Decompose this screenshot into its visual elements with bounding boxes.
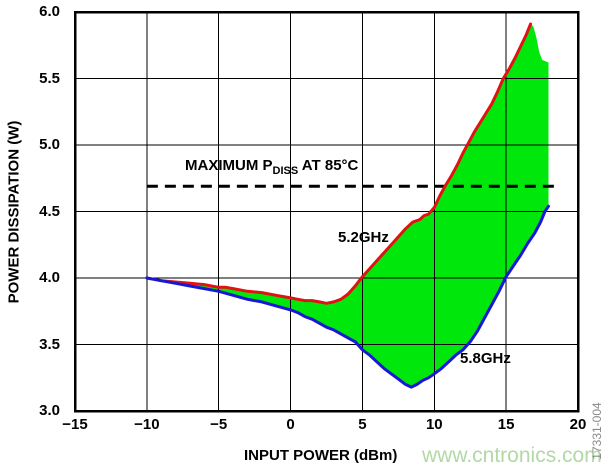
x-tick-label: −15 — [62, 416, 88, 433]
series-label-5.8ghz: 5.8GHz — [460, 350, 511, 367]
y-tick-label: 5.0 — [39, 136, 60, 153]
fill-between-curves — [146, 24, 549, 388]
watermark-text: www.cntronics.com — [422, 444, 602, 467]
max-pdiss-annotation-subscript: DISS — [272, 165, 299, 177]
series-line-5.2GHz — [145, 22, 533, 305]
x-tick-label: 5 — [358, 416, 367, 433]
x-tick-label: 20 — [569, 416, 587, 433]
x-tick-label: 0 — [286, 416, 295, 433]
max-pdiss-annotation-prefix: MAXIMUM P — [185, 157, 273, 174]
x-tick-label: 10 — [425, 416, 443, 433]
x-tick-label: 15 — [497, 416, 515, 433]
y-tick-label: 3.0 — [39, 402, 60, 419]
y-tick-label: 6.0 — [39, 3, 60, 20]
x-tick-label: −5 — [210, 416, 228, 433]
y-tick-label: 3.5 — [39, 335, 60, 353]
y-tick-label: 4.5 — [39, 202, 60, 220]
y-tick-label: 5.5 — [39, 69, 60, 87]
series-label-5.2ghz: 5.2GHz — [338, 229, 389, 246]
series-line-5.8GHz — [145, 204, 550, 389]
max-pdiss-annotation: MAXIMUM PDISS AT 85°C — [185, 157, 358, 177]
x-tick-label: −10 — [134, 416, 160, 433]
y-tick-label: 4.0 — [39, 269, 60, 286]
plot-border — [73, 10, 580, 413]
max-pdiss-annotation-suffix: AT 85°C — [298, 157, 359, 174]
x-axis-title: INPUT POWER (dBm) — [244, 447, 398, 464]
y-axis-title: POWER DISSIPATION (W) — [5, 120, 23, 304]
